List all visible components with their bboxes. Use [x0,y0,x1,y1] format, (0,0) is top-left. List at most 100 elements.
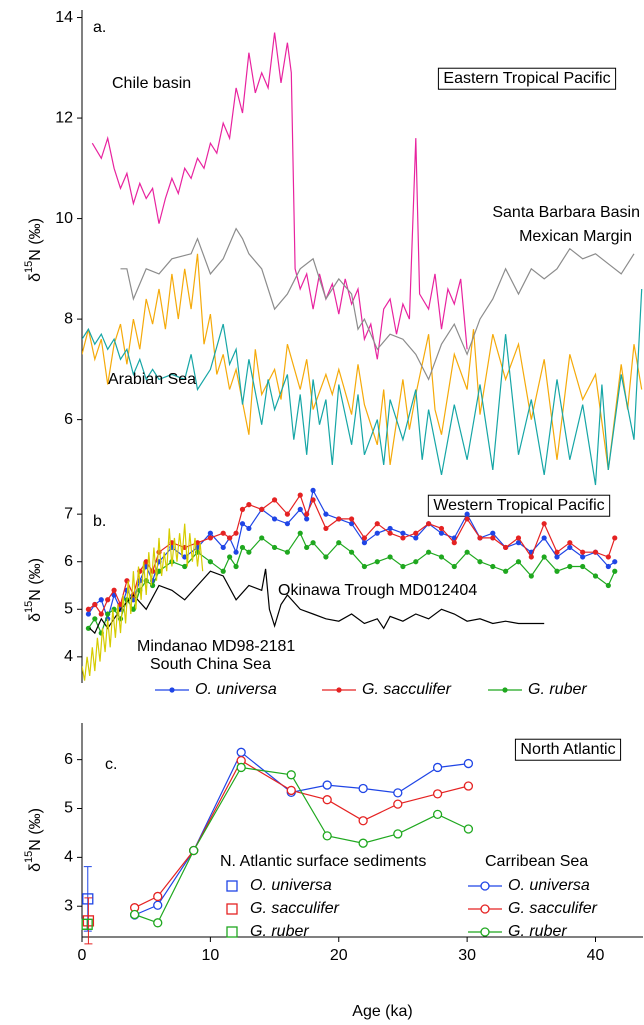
point [592,549,599,555]
point [322,795,332,805]
point [358,838,368,848]
y-axis-label-rest: N (‰) [27,808,44,851]
point [310,487,316,493]
point [490,535,496,541]
point [515,535,522,541]
point [580,549,586,555]
point [374,559,380,565]
y-tick-label: 10 [55,210,73,227]
y-tick-label: 5 [64,600,73,617]
series-line [134,759,469,909]
point [226,880,238,892]
point [374,530,380,536]
point [612,559,618,565]
panel-label: b. [93,513,106,530]
point [259,506,265,513]
point [220,544,226,551]
point [464,549,470,555]
point [323,525,329,532]
point [567,563,573,570]
point [541,535,547,541]
point [81,918,93,930]
point [400,535,406,541]
point [480,904,490,914]
point [189,845,199,856]
point [348,516,355,522]
y-axis-label: δ15N (‰) [23,558,44,622]
point [503,568,509,574]
annotation: South China Sea [150,656,271,673]
point [432,762,443,773]
point [432,809,443,820]
point [463,758,474,769]
series-label: Mindanao MD98-2181 [137,638,295,655]
point [348,521,355,527]
series-label: Chile basin [112,75,191,92]
series-label: Okinawa Trough MD012404 [278,582,477,599]
series-line [89,568,545,635]
point [323,511,329,517]
point [246,525,252,532]
legend-title: Carribean Sea [485,853,588,870]
point [541,521,547,527]
y-axis-label-sup: 15 [23,261,35,273]
point [98,597,104,603]
legend-label: G. sacculifer [508,900,598,917]
point [297,506,303,513]
y-axis-label-symbol: δ [27,863,44,872]
point [528,573,534,579]
point [480,881,490,891]
point [438,554,445,560]
point [82,915,95,927]
legend-title: N. Atlantic surface sediments [220,853,426,870]
point [358,816,368,826]
point [297,530,303,536]
point [286,785,296,796]
point [503,544,509,551]
point [207,535,213,541]
x-tick-label: 0 [78,947,87,964]
point [111,587,117,593]
point [284,549,291,555]
point [143,559,149,565]
point [227,554,233,560]
point [554,554,560,560]
y-tick-label: 4 [64,849,73,866]
series-line [82,288,643,486]
point [246,549,252,555]
panel-label: a. [93,19,106,36]
point [239,521,246,527]
y-tick-label: 8 [64,310,73,327]
point [227,535,233,541]
point [169,687,175,693]
legend-label: O. universa [195,681,277,698]
y-tick-label: 3 [64,897,73,914]
x-tick-label: 40 [587,947,605,964]
y-axis-label-rest: N (‰) [27,558,44,601]
point [236,762,246,773]
point [259,535,265,541]
point [515,559,522,565]
point [105,611,111,617]
point [220,530,226,536]
point [182,554,188,560]
point [393,788,403,798]
point [182,563,188,570]
point [336,516,342,522]
series-line [82,523,204,681]
x-axis-label: Age (ka) [352,1003,412,1020]
y-tick-label: 5 [64,800,73,817]
point [554,549,560,555]
point [207,530,213,536]
point [413,530,419,536]
x-tick-label: 30 [458,947,476,964]
point [297,492,303,498]
point [592,573,599,579]
legend-label: G. ruber [508,923,567,940]
point [413,559,419,565]
legend-label: O. universa [250,877,332,894]
point [515,540,522,546]
x-tick-label: 20 [330,947,348,964]
point [233,549,239,555]
point [129,909,140,920]
